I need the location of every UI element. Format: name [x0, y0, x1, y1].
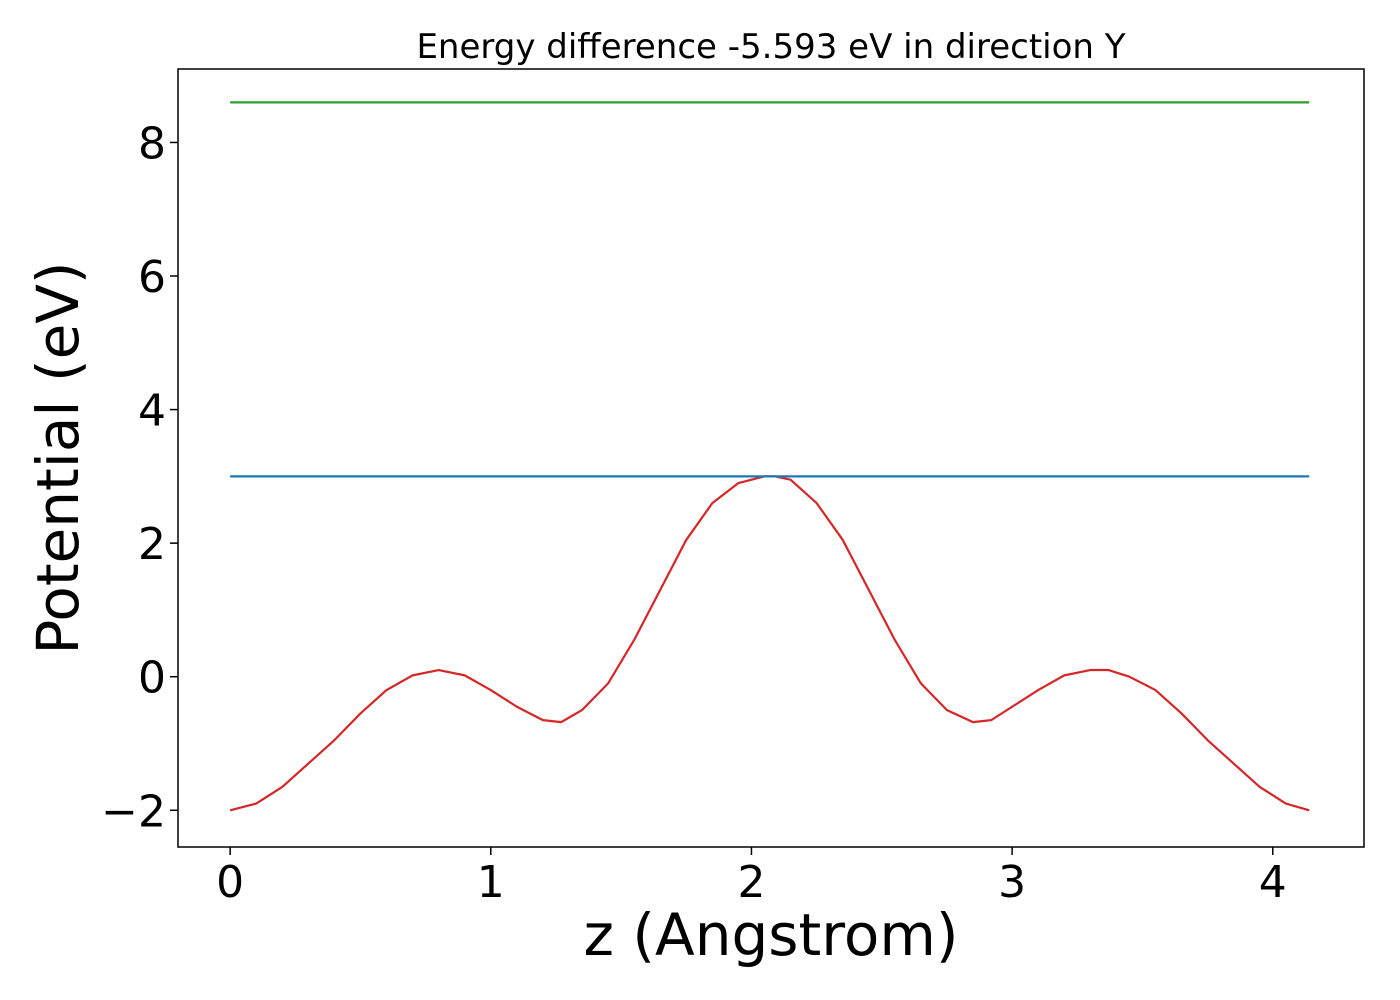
x-tick-label: 1	[477, 857, 505, 908]
axes-frame	[177, 68, 1365, 848]
y-axis: −2 0 2 4 6 8	[101, 118, 178, 837]
x-tick-label: 0	[216, 857, 244, 908]
plot-area	[229, 101, 1310, 812]
y-tick-label: 2	[138, 519, 166, 570]
x-tick-label: 4	[1259, 857, 1287, 908]
y-tick-label: 0	[138, 653, 166, 704]
series-line-0	[229, 475, 1310, 812]
x-axis-label: z (Angstrom)	[584, 901, 959, 969]
y-axis-label: Potential (eV)	[24, 261, 92, 654]
y-tick-label: 6	[138, 252, 166, 303]
x-tick-label: 3	[998, 857, 1026, 908]
y-tick-label: 8	[138, 118, 166, 169]
x-tick-label: 2	[737, 857, 765, 908]
x-axis: 0 1 2 3 4	[216, 847, 1287, 908]
y-tick-label: −2	[101, 786, 166, 837]
chart-title: Energy difference -5.593 eV in direction…	[416, 27, 1125, 67]
y-tick-label: 4	[138, 386, 166, 437]
